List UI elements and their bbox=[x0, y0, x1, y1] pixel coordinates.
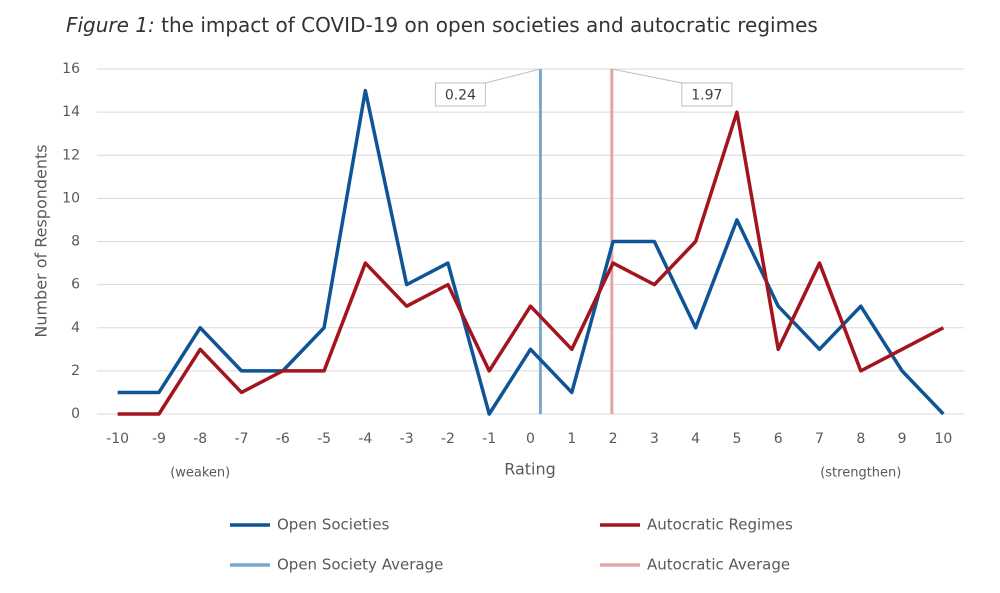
x-tick-label: 5 bbox=[732, 431, 741, 447]
y-tick-label: 14 bbox=[62, 104, 80, 120]
callout-box bbox=[434, 82, 486, 107]
y-tick-label: 2 bbox=[71, 363, 80, 379]
callout-box bbox=[681, 82, 733, 107]
y-tick-label: 12 bbox=[62, 147, 80, 163]
y-tick-label: 16 bbox=[62, 61, 80, 77]
series-line bbox=[117, 88, 945, 416]
x-tick-label: -7 bbox=[235, 431, 249, 447]
legend-label: Open Societies bbox=[277, 516, 389, 534]
x-tick-label: 6 bbox=[774, 431, 783, 447]
y-tick-label: 6 bbox=[71, 277, 80, 293]
chart-title: Figure 1: the impact of COVID-19 on open… bbox=[66, 13, 818, 37]
x-tick-label: -3 bbox=[400, 431, 414, 447]
legend-label: Autocratic Average bbox=[647, 556, 790, 574]
series-line bbox=[117, 110, 945, 416]
x-tick-label: 8 bbox=[856, 431, 865, 447]
legend-label: Open Society Average bbox=[277, 556, 443, 574]
y-tick-label: 0 bbox=[71, 406, 80, 422]
x-annotation: (weaken) bbox=[170, 466, 230, 481]
x-tick-label: 7 bbox=[815, 431, 824, 447]
x-tick-label: -10 bbox=[106, 431, 129, 447]
average-label: 1.97 bbox=[691, 88, 722, 104]
x-tick-label: -2 bbox=[441, 431, 455, 447]
legend-label: Autocratic Regimes bbox=[647, 516, 793, 534]
average-label: 0.24 bbox=[445, 88, 476, 104]
x-tick-label: -1 bbox=[482, 431, 496, 447]
x-annotation: (strengthen) bbox=[820, 466, 901, 481]
x-tick-label: 3 bbox=[650, 431, 659, 447]
x-tick-label: 10 bbox=[934, 431, 952, 447]
x-tick-label: 4 bbox=[691, 431, 700, 447]
x-tick-label: -4 bbox=[358, 431, 372, 447]
x-tick-label: -5 bbox=[317, 431, 331, 447]
x-axis-label: Rating bbox=[504, 460, 556, 479]
y-tick-label: 10 bbox=[62, 190, 80, 206]
y-tick-label: 8 bbox=[71, 234, 80, 250]
x-tick-label: -9 bbox=[152, 431, 166, 447]
x-tick-label: 1 bbox=[567, 431, 576, 447]
callout-leader bbox=[611, 68, 682, 84]
callout-leader bbox=[485, 68, 541, 84]
x-tick-label: 9 bbox=[898, 431, 907, 447]
title-text: the impact of COVID-19 on open societies… bbox=[161, 13, 818, 37]
x-tick-label: 0 bbox=[526, 431, 535, 447]
figure-label: Figure 1: bbox=[66, 13, 155, 37]
x-tick-label: 2 bbox=[609, 431, 618, 447]
x-tick-label: -8 bbox=[193, 431, 207, 447]
x-tick-label: -6 bbox=[276, 431, 290, 447]
y-tick-label: 4 bbox=[71, 320, 80, 336]
y-axis-label: Number of Respondents bbox=[32, 144, 51, 337]
